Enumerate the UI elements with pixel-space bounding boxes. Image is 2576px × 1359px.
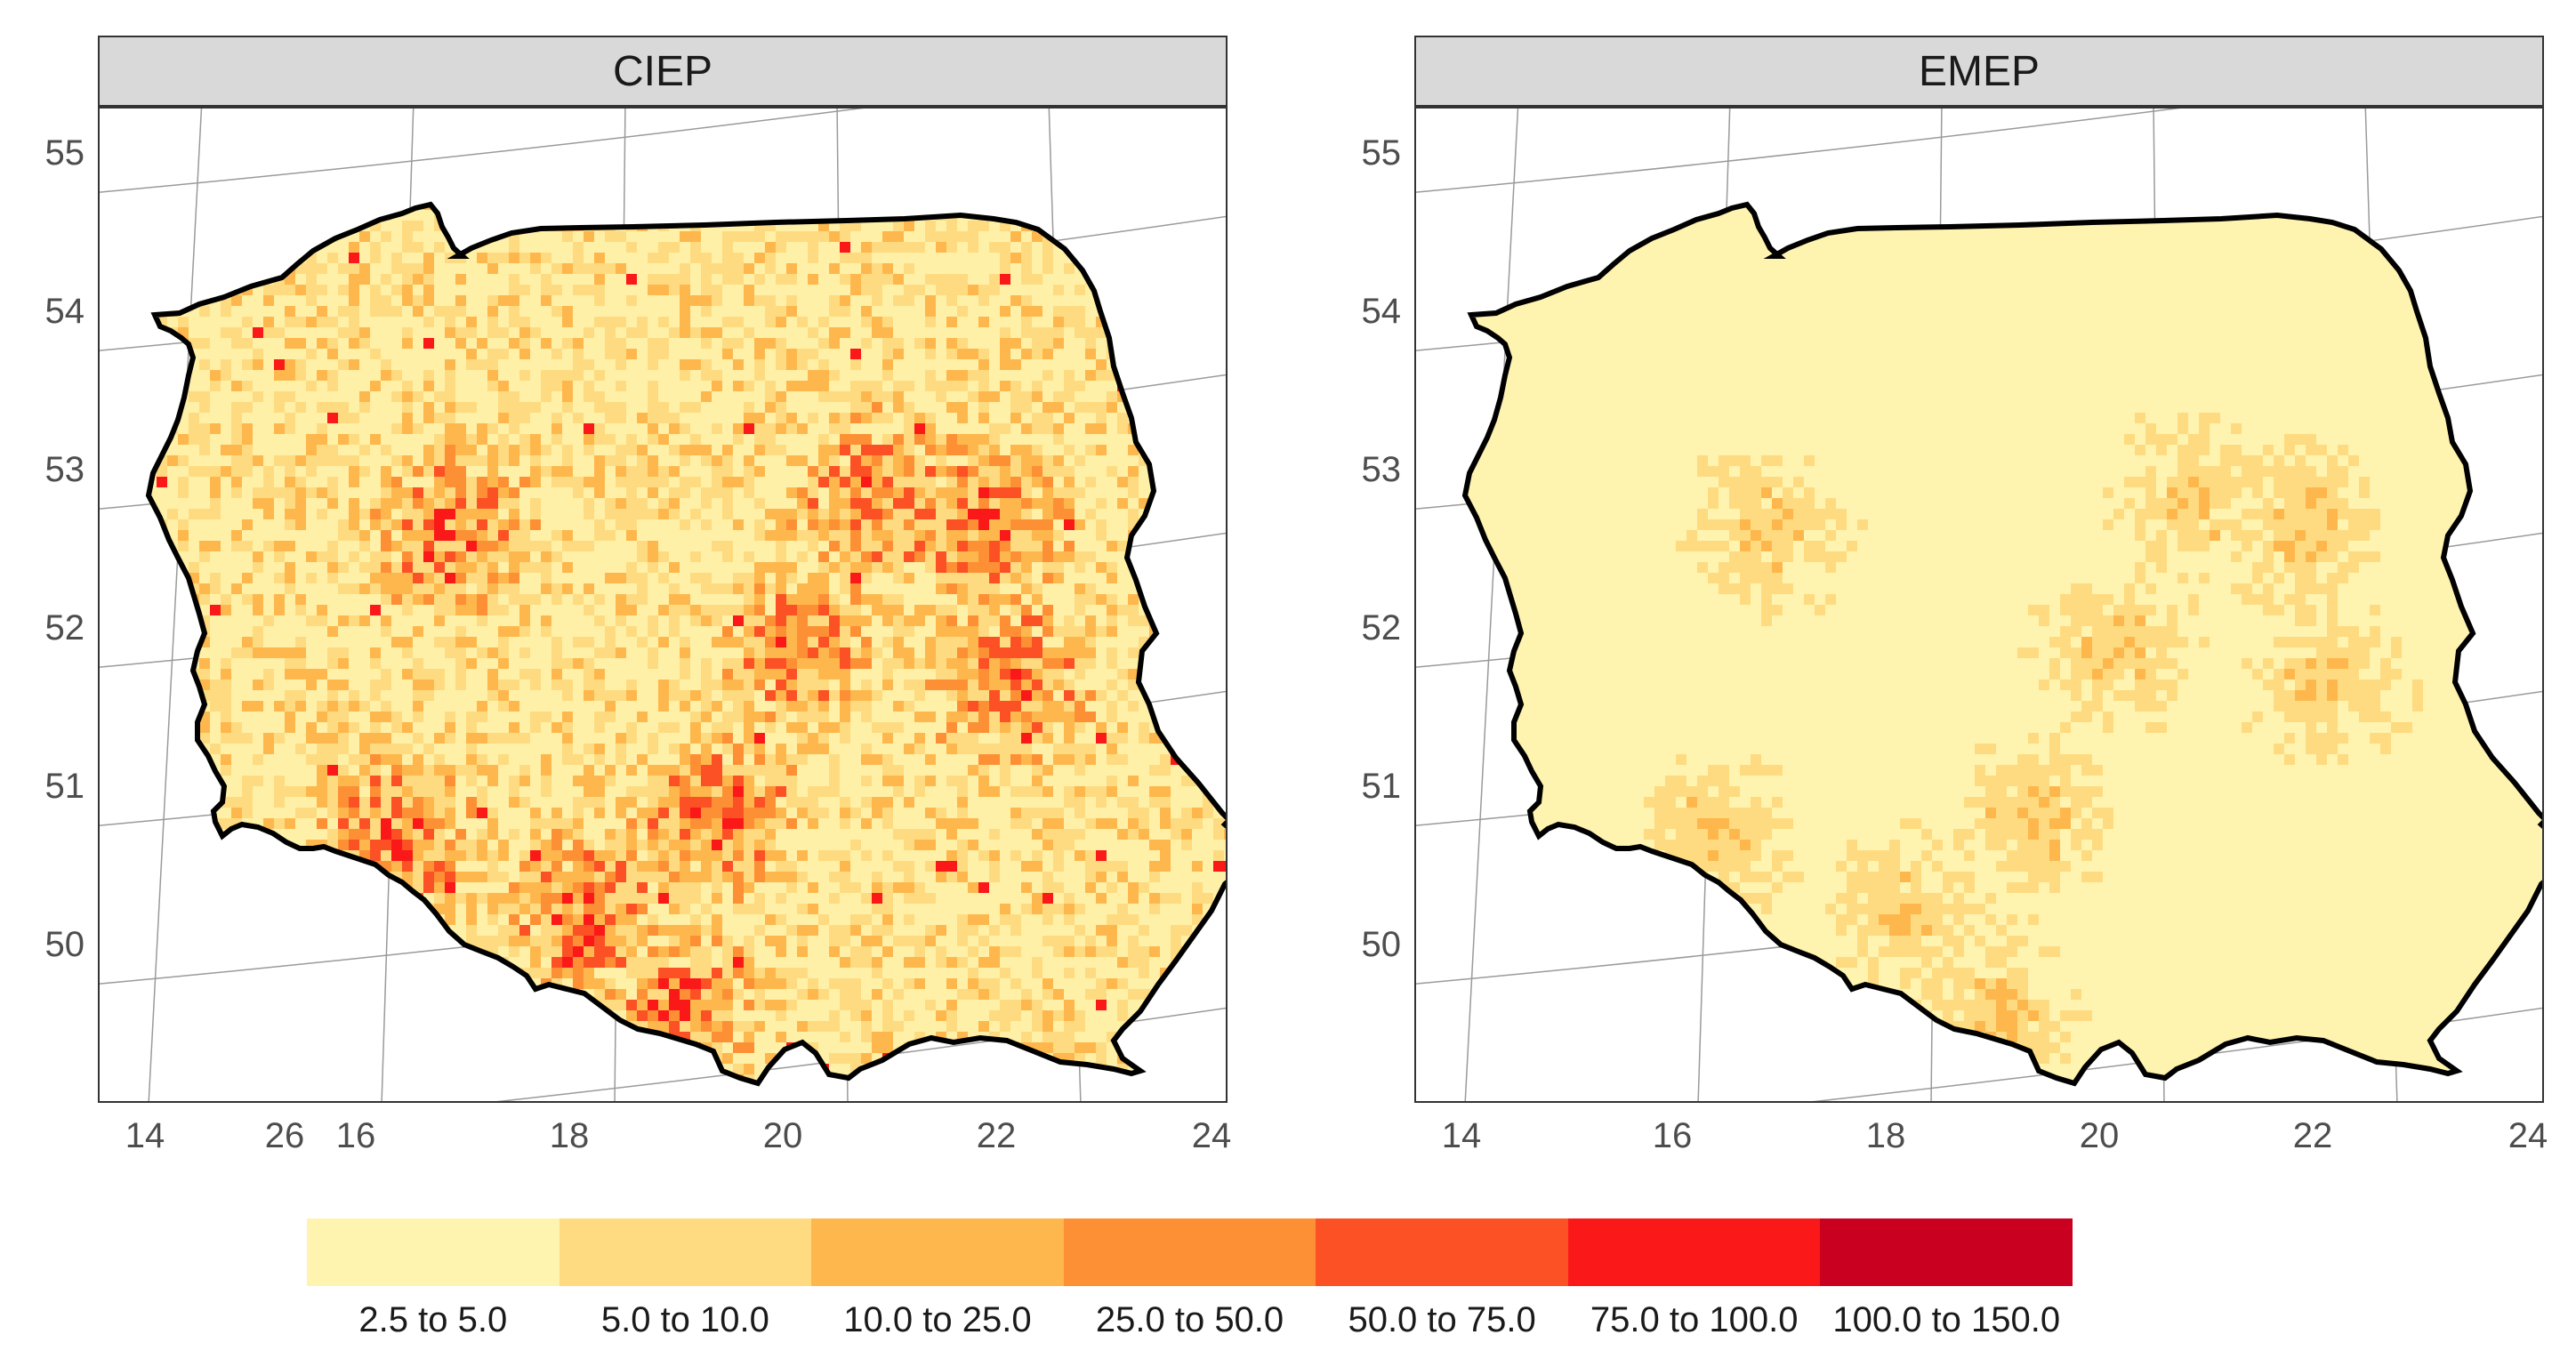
x-tick: 26 (264, 1116, 305, 1155)
map-svg-emep (1416, 109, 2542, 1101)
x-tick: 24 (1191, 1116, 1232, 1155)
legend-label: 5.0 to 10.0 (600, 1300, 769, 1339)
latitude-line (100, 109, 865, 193)
map-plot-ciep (98, 107, 1228, 1103)
legend-label: 2.5 to 5.0 (358, 1300, 508, 1339)
emission-grid-cells (1465, 205, 2542, 1083)
legend-label: 25.0 to 50.0 (1095, 1300, 1284, 1339)
y-tick: 55 (44, 133, 85, 173)
y-tick: 54 (1361, 292, 1402, 331)
x-tick: 14 (1441, 1116, 1482, 1155)
x-tick: 22 (2292, 1116, 2333, 1155)
panel-title-strip: EMEP (1414, 36, 2544, 107)
color-legend (307, 1218, 2073, 1286)
country-border (1461, 201, 2542, 1087)
y-tick: 53 (44, 450, 85, 489)
x-tick: 22 (976, 1116, 1017, 1155)
legend-labels: 2.5 to 5.0 5.0 to 10.0 10.0 to 25.0 25.0 to… (307, 1300, 2073, 1340)
map-plot-emep (1414, 107, 2544, 1103)
x-tick: 24 (2508, 1116, 2548, 1155)
longitude-line (148, 109, 203, 1101)
y-tick: 53 (1361, 450, 1402, 489)
x-tick: 20 (2079, 1116, 2120, 1155)
map-svg-ciep (100, 109, 1226, 1101)
longitude-line (1464, 109, 1519, 1101)
y-tick: 51 (1361, 767, 1402, 806)
y-tick: 51 (44, 767, 85, 806)
emission-grid-cells (149, 205, 1226, 1083)
country-border (145, 201, 1226, 1087)
y-tick: 50 (1361, 925, 1402, 964)
x-tick: 20 (762, 1116, 803, 1155)
y-tick: 52 (1361, 608, 1402, 647)
panel-title-strip: CIEP (98, 36, 1228, 107)
y-tick: 50 (44, 925, 85, 964)
latitude-line (1416, 109, 2181, 193)
legend-swatch (1316, 1218, 1568, 1286)
y-tick: 54 (44, 292, 85, 331)
legend-swatch (1063, 1218, 1316, 1286)
legend-swatch (559, 1218, 812, 1286)
y-tick: 55 (1361, 133, 1402, 173)
legend-swatch (307, 1218, 559, 1286)
x-tick: 18 (1865, 1116, 1906, 1155)
panel-emep: EMEP 55 54 53 52 51 50 14 16 18 20 22 24 (1362, 36, 2548, 1155)
x-tick: 18 (549, 1116, 590, 1155)
x-tick: 16 (1652, 1116, 1693, 1155)
legend-swatch (811, 1218, 1064, 1286)
legend-label: 75.0 to 100.0 (1590, 1300, 1799, 1339)
x-tick: 14 (125, 1116, 165, 1155)
legend-label: 100.0 to 150.0 (1832, 1300, 2061, 1339)
y-tick: 52 (44, 608, 85, 647)
x-tick: 16 (335, 1116, 376, 1155)
panel-title: EMEP (1918, 47, 2041, 95)
legend-label: 50.0 to 75.0 (1348, 1300, 1536, 1339)
legend-swatch (1567, 1218, 1821, 1286)
legend-label: 10.0 to 25.0 (843, 1300, 1032, 1339)
panel-ciep: CIEP 55 54 53 52 51 50 14 26 16 18 20 22… (45, 36, 1231, 1155)
panel-title: CIEP (612, 47, 713, 95)
legend-swatch (1820, 1218, 2073, 1286)
